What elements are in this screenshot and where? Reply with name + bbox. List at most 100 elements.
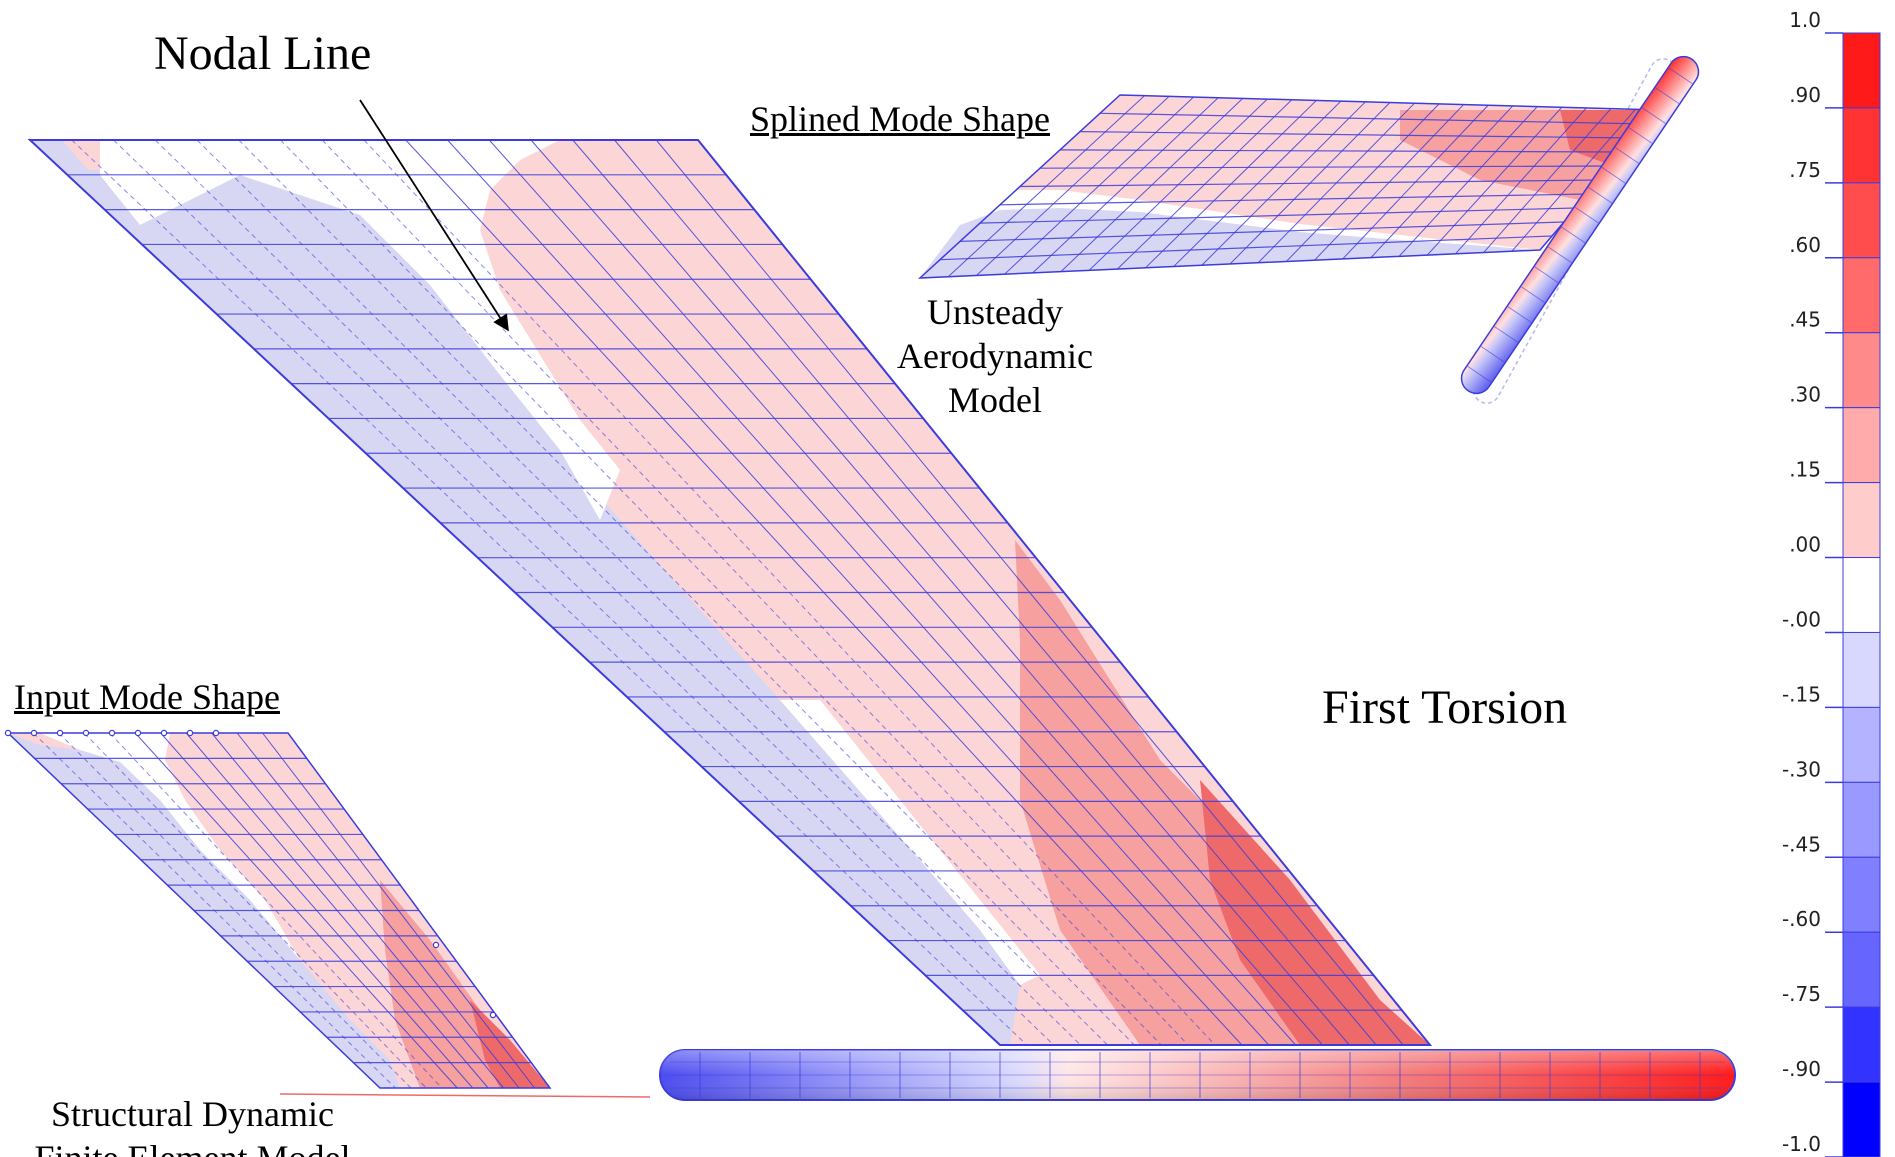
input-wing-chord-line	[33, 732, 396, 1089]
color-scale-band	[1842, 856, 1881, 933]
main-wing-chord-line	[405, 139, 1243, 1046]
splined-wing-chord-line	[1201, 101, 1366, 266]
structural-model-line-1: Structural Dynamic	[51, 1094, 334, 1134]
splined-wing-chord-line	[1116, 99, 1293, 270]
splined-boom-ring	[1574, 206, 1599, 224]
splined-wing-chord-line	[1483, 108, 1612, 253]
color-scale: 1.0 .90 .75 .60 .45 .30 .15 .00 -.00 -.15 -.30 -.45…	[1782, 8, 1881, 1157]
color-scale-tick-label: -.45	[1782, 832, 1821, 856]
splined-boom-ring	[1628, 127, 1653, 144]
input-wing-outline	[6, 732, 552, 1089]
input-wing-chord-line	[211, 732, 505, 1089]
main-wing-nodal-white-lower	[780, 700, 1040, 985]
splined-wing-chord-line	[1426, 106, 1563, 256]
main-wing-chord-line	[113, 139, 1055, 1046]
color-scale-band	[1842, 407, 1881, 484]
input-wing-chord-line	[109, 732, 443, 1089]
input-wing-nodes	[4, 729, 497, 1019]
splined-wing-chord-line	[1004, 96, 1194, 275]
splined-wing-outline	[917, 94, 1662, 279]
input-wing-root-line	[279, 1093, 651, 1098]
color-scale-band	[1842, 1081, 1881, 1157]
splined-wing-chord-line	[1314, 104, 1464, 261]
splined-wing-chord-line	[1398, 106, 1538, 257]
color-scale-tick-label: .15	[1789, 458, 1821, 482]
splined-boom-ring	[1668, 67, 1693, 84]
nodal-line-label: Nodal Line	[154, 27, 372, 80]
splined-boom-ring	[1561, 226, 1586, 244]
input-wing-node	[108, 729, 116, 737]
color-scale-band	[1842, 931, 1881, 1008]
splined-boom-ring	[1480, 346, 1505, 363]
input-wing-node	[432, 941, 440, 949]
splined-boom-ring	[1615, 147, 1639, 164]
unsteady-aero-line-1: Unsteady	[927, 292, 1063, 332]
input-wing-node	[212, 729, 220, 737]
splined-boom-ring	[1507, 306, 1532, 323]
color-scale-band	[1842, 107, 1881, 184]
color-scale-tick-label: -.00	[1782, 607, 1821, 631]
main-wing-chord-line	[363, 139, 1216, 1046]
splined-wing-chord-line	[1257, 102, 1415, 264]
input-wing-node	[186, 729, 194, 737]
splined-wing-chord-line	[1370, 105, 1514, 258]
splined-wing-chord-line	[1286, 103, 1440, 262]
splined-wing-chord-line	[1511, 108, 1636, 252]
color-scale-tick-label: -.60	[1782, 907, 1821, 931]
main-wing-chord-line	[614, 139, 1377, 1046]
color-scale-band	[1842, 32, 1881, 109]
input-wing-chord-line	[84, 732, 427, 1089]
main-wing-top-white	[100, 140, 560, 375]
input-wing-node	[82, 729, 90, 737]
unsteady-aero-line-3: Model	[948, 380, 1042, 420]
splined-model	[917, 55, 1700, 404]
input-wing-node	[489, 1011, 497, 1019]
splined-boom-ring	[1534, 266, 1559, 283]
main-boom-rings	[670, 1052, 1725, 1098]
splined-wing-chord-line	[1173, 100, 1342, 267]
input-mode-shape-label: Input Mode Shape	[14, 677, 280, 717]
input-wing-chord-line	[160, 732, 474, 1089]
input-wing-red-strong	[470, 1000, 550, 1088]
main-wing-mesh	[67, 139, 1404, 1046]
input-wing-node	[30, 729, 38, 737]
color-scale-band	[1842, 557, 1881, 633]
color-scale-tick-label: -1.0	[1782, 1132, 1821, 1156]
splined-boom-ring	[1548, 246, 1572, 264]
splined-wing-chord-line	[947, 95, 1145, 278]
color-scale-tick-label: .90	[1789, 83, 1821, 107]
splined-boom-ring	[1467, 366, 1492, 383]
color-scale-tick-label: -.15	[1782, 682, 1821, 706]
unsteady-aero-label: Unsteady Aerodynamic Model	[880, 290, 1110, 422]
input-wing-chord-line	[185, 732, 489, 1089]
input-wing-chord-line	[58, 732, 412, 1089]
input-wing-white	[40, 733, 300, 960]
color-scale-band	[1842, 1006, 1881, 1083]
color-scale-tick-label: -.90	[1782, 1057, 1821, 1081]
main-wing-chord-line	[280, 139, 1162, 1046]
color-scale-tick-label: -.75	[1782, 982, 1821, 1006]
color-scale-tick-label: .75	[1789, 158, 1821, 182]
splined-wing-chord-line	[976, 95, 1170, 276]
main-wing-tip-patch	[62, 140, 100, 170]
input-wing-chord-line	[262, 732, 535, 1089]
input-wing-node	[160, 729, 168, 737]
main-wing-chord-line	[488, 139, 1296, 1046]
color-scale-band	[1842, 182, 1881, 259]
input-wing-mesh	[33, 732, 535, 1089]
color-scale-band	[1842, 781, 1881, 858]
input-wing-chord-line	[236, 732, 520, 1089]
color-scale-tick-label: .30	[1789, 383, 1821, 407]
splined-boom-ring	[1601, 167, 1626, 184]
structural-model-label: Structural Dynamic Finite Element Model	[0, 1092, 385, 1157]
input-wing	[4, 729, 651, 1098]
main-wing	[27, 139, 1433, 1046]
main-wing-chord-line	[572, 139, 1350, 1046]
main-wing-chord-line	[71, 139, 1028, 1046]
splined-wing-negative	[920, 208, 1540, 278]
splined-wing-chord-line	[1342, 104, 1489, 260]
main-wing-chord-line	[196, 139, 1108, 1046]
input-wing-node	[56, 729, 64, 737]
main-wing-chord-line	[321, 139, 1189, 1046]
